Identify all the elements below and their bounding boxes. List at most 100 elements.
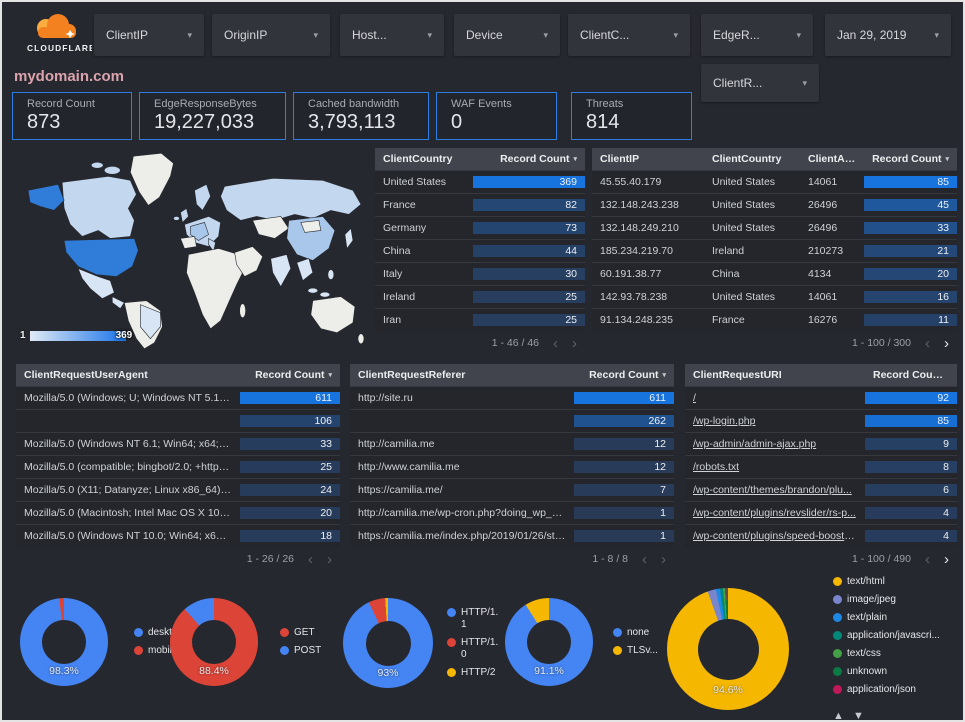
table-row[interactable]: https://camilia.me/index.php/2019/01/26/… bbox=[350, 524, 674, 547]
table-row[interactable]: /wp-content/plugins/speed-booste... 4 bbox=[685, 524, 957, 547]
table-row[interactable]: Mozilla/5.0 (Windows NT 6.1; Win64; x64;… bbox=[16, 432, 340, 455]
table-row[interactable]: 132.148.243.238 United States 26496 45 bbox=[592, 193, 957, 216]
column-header[interactable]: ClientASN bbox=[808, 153, 860, 165]
column-header[interactable]: Record Count ▾ bbox=[872, 153, 949, 165]
table-row[interactable]: 185.234.219.70 Ireland 210273 21 bbox=[592, 239, 957, 262]
table-row[interactable]: http://camilia.me/wp-cron.php?doing_wp_c… bbox=[350, 501, 674, 524]
table-row[interactable]: 45.55.40.179 United States 14061 85 bbox=[592, 170, 957, 193]
legend-item[interactable]: application/javascri... bbox=[833, 630, 940, 642]
legend-item[interactable]: HTTP/2 bbox=[447, 667, 501, 679]
table-row[interactable]: Mozilla/5.0 (X11; Datanyze; Linux x86_64… bbox=[16, 478, 340, 501]
filter-clientr[interactable]: ClientR... ▾ bbox=[701, 64, 819, 102]
pagination-next-icon[interactable]: › bbox=[327, 550, 332, 568]
pagination-next-icon[interactable]: › bbox=[944, 334, 949, 352]
donut-chart[interactable]: 98.3% bbox=[20, 598, 108, 686]
filter-edger[interactable]: EdgeR... ▾ bbox=[701, 14, 813, 56]
table-row[interactable]: /wp-content/plugins/revslider/rs-p... 4 bbox=[685, 501, 957, 524]
table-row[interactable]: /wp-content/themes/brandon/plu... 6 bbox=[685, 478, 957, 501]
table-row[interactable]: 91.134.248.235 France 16276 11 bbox=[592, 308, 957, 331]
legend-item[interactable]: mobile bbox=[134, 645, 180, 657]
table-row[interactable]: 106 bbox=[16, 409, 340, 432]
donut-chart[interactable]: 94.6% bbox=[667, 588, 789, 710]
legend-item[interactable]: application/json bbox=[833, 684, 940, 696]
column-header[interactable]: ClientRequestUserAgent bbox=[24, 369, 148, 381]
legend-label: GET bbox=[294, 627, 315, 638]
table-row[interactable]: France 82 bbox=[375, 193, 585, 216]
legend-item[interactable]: text/html bbox=[833, 576, 940, 588]
column-header[interactable]: ClientCountry bbox=[383, 153, 453, 165]
legend-item[interactable]: deskt... bbox=[134, 627, 180, 639]
filter-clientip[interactable]: ClientIP ▾ bbox=[94, 14, 204, 56]
pagination-prev-icon[interactable]: ‹ bbox=[553, 334, 558, 352]
legend-item[interactable]: image/jpeg bbox=[833, 594, 940, 606]
table-row[interactable]: / 92 bbox=[685, 386, 957, 409]
legend-label: application/javascri... bbox=[847, 630, 940, 641]
table-cell: 45.55.40.179 bbox=[600, 176, 662, 188]
legend-item[interactable]: GET bbox=[280, 627, 321, 639]
page-title: mydomain.com bbox=[14, 68, 125, 85]
filter-device[interactable]: Device ▾ bbox=[454, 14, 560, 56]
client-request-referer-table: ClientRequestReferer Record Count ▾ http://… bbox=[350, 364, 674, 571]
legend-item[interactable]: unknown bbox=[833, 666, 940, 678]
table-row[interactable]: Iran 25 bbox=[375, 308, 585, 331]
legend-item[interactable]: TLSv... bbox=[613, 645, 658, 657]
column-header[interactable]: ClientCountry bbox=[712, 153, 782, 165]
column-header[interactable]: Record Count ▾ bbox=[500, 153, 577, 165]
legend-item[interactable]: HTTP/1.1 bbox=[447, 607, 501, 631]
table-row[interactable]: 262 bbox=[350, 409, 674, 432]
legend-sort-arrows[interactable]: ▲ ▼ bbox=[833, 710, 867, 722]
table-row[interactable]: http://www.camilia.me 12 bbox=[350, 455, 674, 478]
donut-chart[interactable]: 88.4% bbox=[170, 598, 258, 686]
table-row[interactable]: Mozilla/5.0 (Windows; U; Windows NT 5.1;… bbox=[16, 386, 340, 409]
column-header[interactable]: ClientIP bbox=[600, 153, 640, 165]
table-cell: United States bbox=[712, 199, 776, 211]
filter-originip[interactable]: OriginIP ▾ bbox=[212, 14, 330, 56]
legend-item[interactable]: none bbox=[613, 627, 658, 639]
map-legend-max: 369 bbox=[115, 330, 133, 341]
table-cell: 1 bbox=[574, 507, 674, 519]
date-range-control[interactable]: Jan 29, 2019 ▾ bbox=[825, 14, 951, 56]
legend-item[interactable]: text/css bbox=[833, 648, 940, 660]
column-header[interactable]: Record Count ▾ bbox=[255, 369, 332, 381]
pagination-next-icon[interactable]: › bbox=[944, 550, 949, 568]
column-header[interactable]: Record Count ▾ bbox=[873, 369, 950, 381]
pagination-prev-icon[interactable]: ‹ bbox=[925, 550, 930, 568]
legend-item[interactable]: text/plain bbox=[833, 612, 940, 624]
column-header[interactable]: Record Count ▾ bbox=[589, 369, 666, 381]
table-row[interactable]: http://site.ru 611 bbox=[350, 386, 674, 409]
pagination-prev-icon[interactable]: ‹ bbox=[925, 334, 930, 352]
table-row[interactable]: /wp-login.php 85 bbox=[685, 409, 957, 432]
pagination-prev-icon[interactable]: ‹ bbox=[308, 550, 313, 568]
table-row[interactable]: China 44 bbox=[375, 239, 585, 262]
sort-caret-icon: ▾ bbox=[946, 372, 950, 379]
table-row[interactable]: /wp-admin/admin-ajax.php 9 bbox=[685, 432, 957, 455]
pagination-next-icon[interactable]: › bbox=[661, 550, 666, 568]
column-header[interactable]: ClientRequestReferer bbox=[358, 369, 466, 381]
table-row[interactable]: Mozilla/5.0 (Macintosh; Intel Mac OS X 1… bbox=[16, 501, 340, 524]
table-body: http://site.ru 611 262 http://camilia.me 12 h… bbox=[350, 386, 674, 547]
table-row[interactable]: /robots.txt 8 bbox=[685, 455, 957, 478]
table-row[interactable]: Germany 73 bbox=[375, 216, 585, 239]
table-row[interactable]: 142.93.78.238 United States 14061 16 bbox=[592, 285, 957, 308]
table-row[interactable]: 132.148.249.210 United States 26496 33 bbox=[592, 216, 957, 239]
legend-item[interactable]: POST bbox=[280, 645, 321, 657]
legend-item[interactable]: HTTP/1.0 bbox=[447, 637, 501, 661]
donut-chart[interactable]: 93% bbox=[343, 598, 433, 688]
table-row[interactable]: Mozilla/5.0 (compatible; bingbot/2.0; +h… bbox=[16, 455, 340, 478]
table-row[interactable]: 60.191.38.77 China 4134 20 bbox=[592, 262, 957, 285]
pagination-prev-icon[interactable]: ‹ bbox=[642, 550, 647, 568]
donut-chart[interactable]: 91.1% bbox=[505, 598, 593, 686]
filter-clientc[interactable]: ClientC... ▾ bbox=[568, 14, 690, 56]
pagination-next-icon[interactable]: › bbox=[572, 334, 577, 352]
table-row[interactable]: Ireland 25 bbox=[375, 285, 585, 308]
table-row[interactable]: https://camilia.me/7 bbox=[350, 478, 674, 501]
table-cell: /wp-admin/admin-ajax.php bbox=[693, 438, 817, 450]
table-row[interactable]: Italy 30 bbox=[375, 262, 585, 285]
column-header[interactable]: ClientRequestURI bbox=[693, 369, 782, 381]
world-map[interactable]: 1 369 bbox=[12, 148, 371, 353]
table-row[interactable]: United States 369 bbox=[375, 170, 585, 193]
table-row[interactable]: http://camilia.me 12 bbox=[350, 432, 674, 455]
table-cell: Mozilla/5.0 (Windows NT 6.1; Win64; x64;… bbox=[24, 438, 240, 450]
table-row[interactable]: Mozilla/5.0 (Windows NT 10.0; Win64; x64… bbox=[16, 524, 340, 547]
filter-host[interactable]: Host... ▾ bbox=[340, 14, 444, 56]
